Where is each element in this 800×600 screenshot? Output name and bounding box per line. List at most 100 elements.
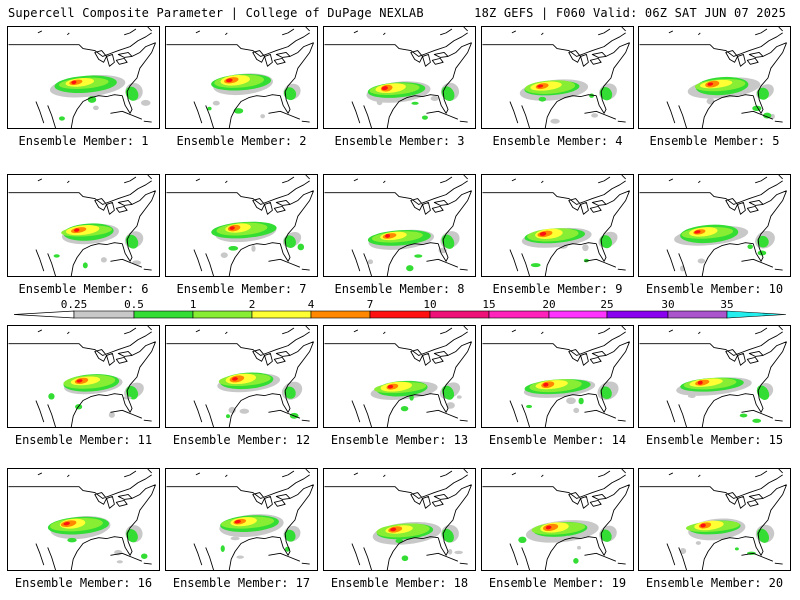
- basemap-lines: [482, 27, 630, 128]
- scp-contour-fill: [93, 105, 99, 111]
- scp-contour-fill: [446, 402, 455, 409]
- basemap-lines: [166, 326, 314, 427]
- scp-contour-fill: [578, 397, 584, 405]
- scp-contour-fill: [526, 404, 533, 409]
- scp-contour-fill: [441, 234, 455, 249]
- ensemble-member-label: Ensemble Member: 11: [14, 433, 153, 447]
- map-canvas: [324, 175, 472, 276]
- basemap-lines: [324, 27, 472, 128]
- colorbar-tick-label: 4: [308, 298, 315, 311]
- scp-contour-fill: [545, 525, 552, 530]
- colorbar-tick-label: 0.5: [124, 298, 144, 311]
- ensemble-member-label: Ensemble Member: 19: [488, 576, 627, 590]
- scp-contour-fill: [226, 414, 231, 419]
- colorbar-tick-label: 30: [661, 298, 674, 311]
- scp-contour-fill: [82, 262, 88, 269]
- map-canvas: [482, 27, 630, 128]
- scp-contour-fill: [518, 536, 527, 544]
- basemap-lines: [166, 175, 314, 276]
- ensemble-member-label: Ensemble Member: 16: [14, 576, 153, 590]
- ensemble-map-panel: [323, 174, 476, 277]
- scp-contour-fill: [100, 257, 107, 263]
- scp-contour-fill: [385, 233, 391, 238]
- colorbar-tick-label: 2: [249, 298, 256, 311]
- colorbar-tick-label: 15: [482, 298, 495, 311]
- map-canvas: [482, 469, 630, 570]
- scp-contour-fill: [48, 393, 55, 400]
- ensemble-map-panel: [638, 26, 791, 129]
- colorbar-segment: [548, 310, 608, 319]
- ensemble-member-label: Ensemble Member: 13: [330, 433, 469, 447]
- scp-contour-fill: [297, 243, 305, 251]
- scp-contour-fill: [687, 394, 693, 398]
- map-canvas: [639, 326, 787, 427]
- colorbar-segment: [73, 310, 135, 319]
- ensemble-map-panel: [165, 325, 318, 428]
- scp-contour-fill: [63, 522, 70, 526]
- scp-contour-fill: [757, 87, 769, 100]
- run-info: 18Z GEFS | F060 Valid: 06Z SAT JUN 07 20…: [474, 6, 786, 20]
- scp-contour-fill: [757, 250, 767, 256]
- ensemble-member-label: Ensemble Member: 4: [492, 134, 623, 148]
- ensemble-map-panel: [638, 468, 791, 571]
- colorbar-min-arrow: [13, 310, 75, 319]
- ensemble-member-label: Ensemble Member: 2: [176, 134, 307, 148]
- map-canvas: [639, 469, 787, 570]
- ensemble-map-panel: [323, 26, 476, 129]
- map-canvas: [639, 175, 787, 276]
- scp-contour-fill: [442, 528, 454, 543]
- ensemble-member-label: Ensemble Member: 17: [172, 576, 311, 590]
- scp-contour-fill: [694, 230, 701, 234]
- scp-contour-fill: [58, 116, 65, 121]
- map-canvas: [324, 326, 472, 427]
- ensemble-map-panel: [7, 325, 160, 428]
- basemap-lines: [166, 27, 314, 128]
- scp-contour-fill: [251, 245, 256, 252]
- scp-contour-fill: [71, 80, 77, 85]
- map-canvas: [166, 175, 314, 276]
- color-scale-bar: 0.25 0.5 1 2 4 7 10 15 20 25 30 35: [13, 298, 787, 319]
- basemap-lines: [8, 326, 156, 427]
- basemap-lines: [8, 175, 156, 276]
- colorbar-tick-label: 20: [542, 298, 555, 311]
- ensemble-map-panel: [481, 26, 634, 129]
- ensemble-member-label: Ensemble Member: 6: [18, 282, 149, 296]
- ensemble-map-panel: [7, 26, 160, 129]
- basemap-lines: [8, 469, 156, 570]
- ensemble-member-label: Ensemble Member: 5: [649, 134, 780, 148]
- scp-contour-fill: [228, 406, 236, 414]
- scp-contour-fill: [229, 226, 235, 230]
- map-canvas: [166, 326, 314, 427]
- scp-contour-fill: [126, 529, 138, 543]
- scp-contour-fill: [697, 258, 706, 264]
- colorbar-segment: [667, 310, 728, 319]
- colorbar-segment: [488, 310, 550, 319]
- scp-contour-fill: [381, 86, 388, 91]
- scp-contour-fill: [700, 523, 706, 528]
- scp-contour-fill: [232, 377, 238, 381]
- colorbar-tick-label: 25: [600, 298, 613, 311]
- scp-contour-fill: [447, 548, 453, 555]
- colorbar-max-arrow: [726, 310, 787, 319]
- scp-contour-fill: [284, 386, 296, 399]
- scp-contour-fill: [539, 231, 547, 236]
- ensemble-map-panel: [481, 325, 634, 428]
- scp-contour-fill: [141, 553, 148, 559]
- ensemble-member-label: Ensemble Member: 7: [176, 282, 307, 296]
- scp-contour-fill: [76, 379, 83, 383]
- ensemble-member-label: Ensemble Member: 10: [645, 282, 784, 296]
- map-canvas: [8, 27, 156, 128]
- basemap-lines: [166, 469, 314, 570]
- ensemble-member-label: Ensemble Member: 15: [645, 433, 784, 447]
- scp-contour-fill: [234, 519, 241, 524]
- scp-contour-fill: [125, 234, 139, 249]
- scp-contour-fill: [116, 560, 123, 564]
- scp-contour-fill: [734, 547, 739, 551]
- scp-contour-fill: [430, 96, 439, 101]
- colorbar-segment: [251, 310, 312, 319]
- scp-contour-fill: [390, 527, 397, 532]
- map-canvas: [324, 27, 472, 128]
- scp-contour-fill: [441, 86, 455, 102]
- ensemble-map-panel: [7, 468, 160, 571]
- colorbar-tick-label: 7: [367, 298, 374, 311]
